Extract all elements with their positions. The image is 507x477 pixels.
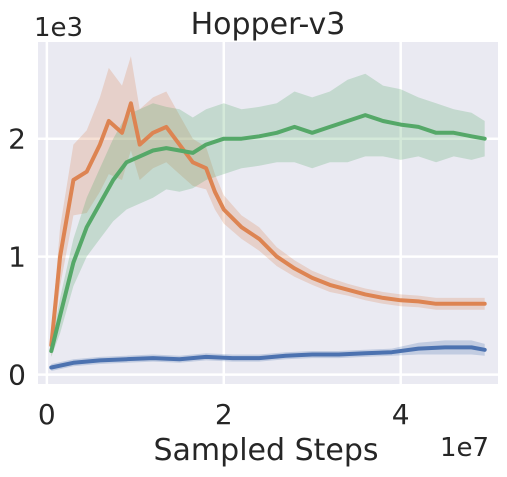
series-line-1 [49, 101, 487, 348]
series-lines [49, 101, 487, 370]
y-tick-labels: 0 1 2 [8, 123, 26, 392]
x-tick-labels: 0 2 4 [38, 398, 410, 431]
x-scale-label: 1e7 [440, 433, 489, 463]
y-tick-label-1: 1 [8, 241, 26, 274]
y-tick-label-2: 2 [8, 123, 26, 156]
chart-title: Hopper-v3 [191, 7, 346, 42]
y-tick-label-0: 0 [8, 359, 26, 392]
series-line-2 [49, 113, 487, 353]
series-line-0 [49, 345, 487, 370]
grid [38, 42, 498, 384]
x-tick-label-2: 4 [392, 398, 410, 431]
x-tick-label-0: 0 [38, 398, 56, 431]
y-scale-label: 1e3 [34, 13, 83, 43]
x-tick-label-1: 2 [215, 398, 233, 431]
x-axis-label: Sampled Steps [154, 433, 379, 468]
series-band-2 [51, 73, 485, 357]
plot-background [38, 42, 498, 384]
